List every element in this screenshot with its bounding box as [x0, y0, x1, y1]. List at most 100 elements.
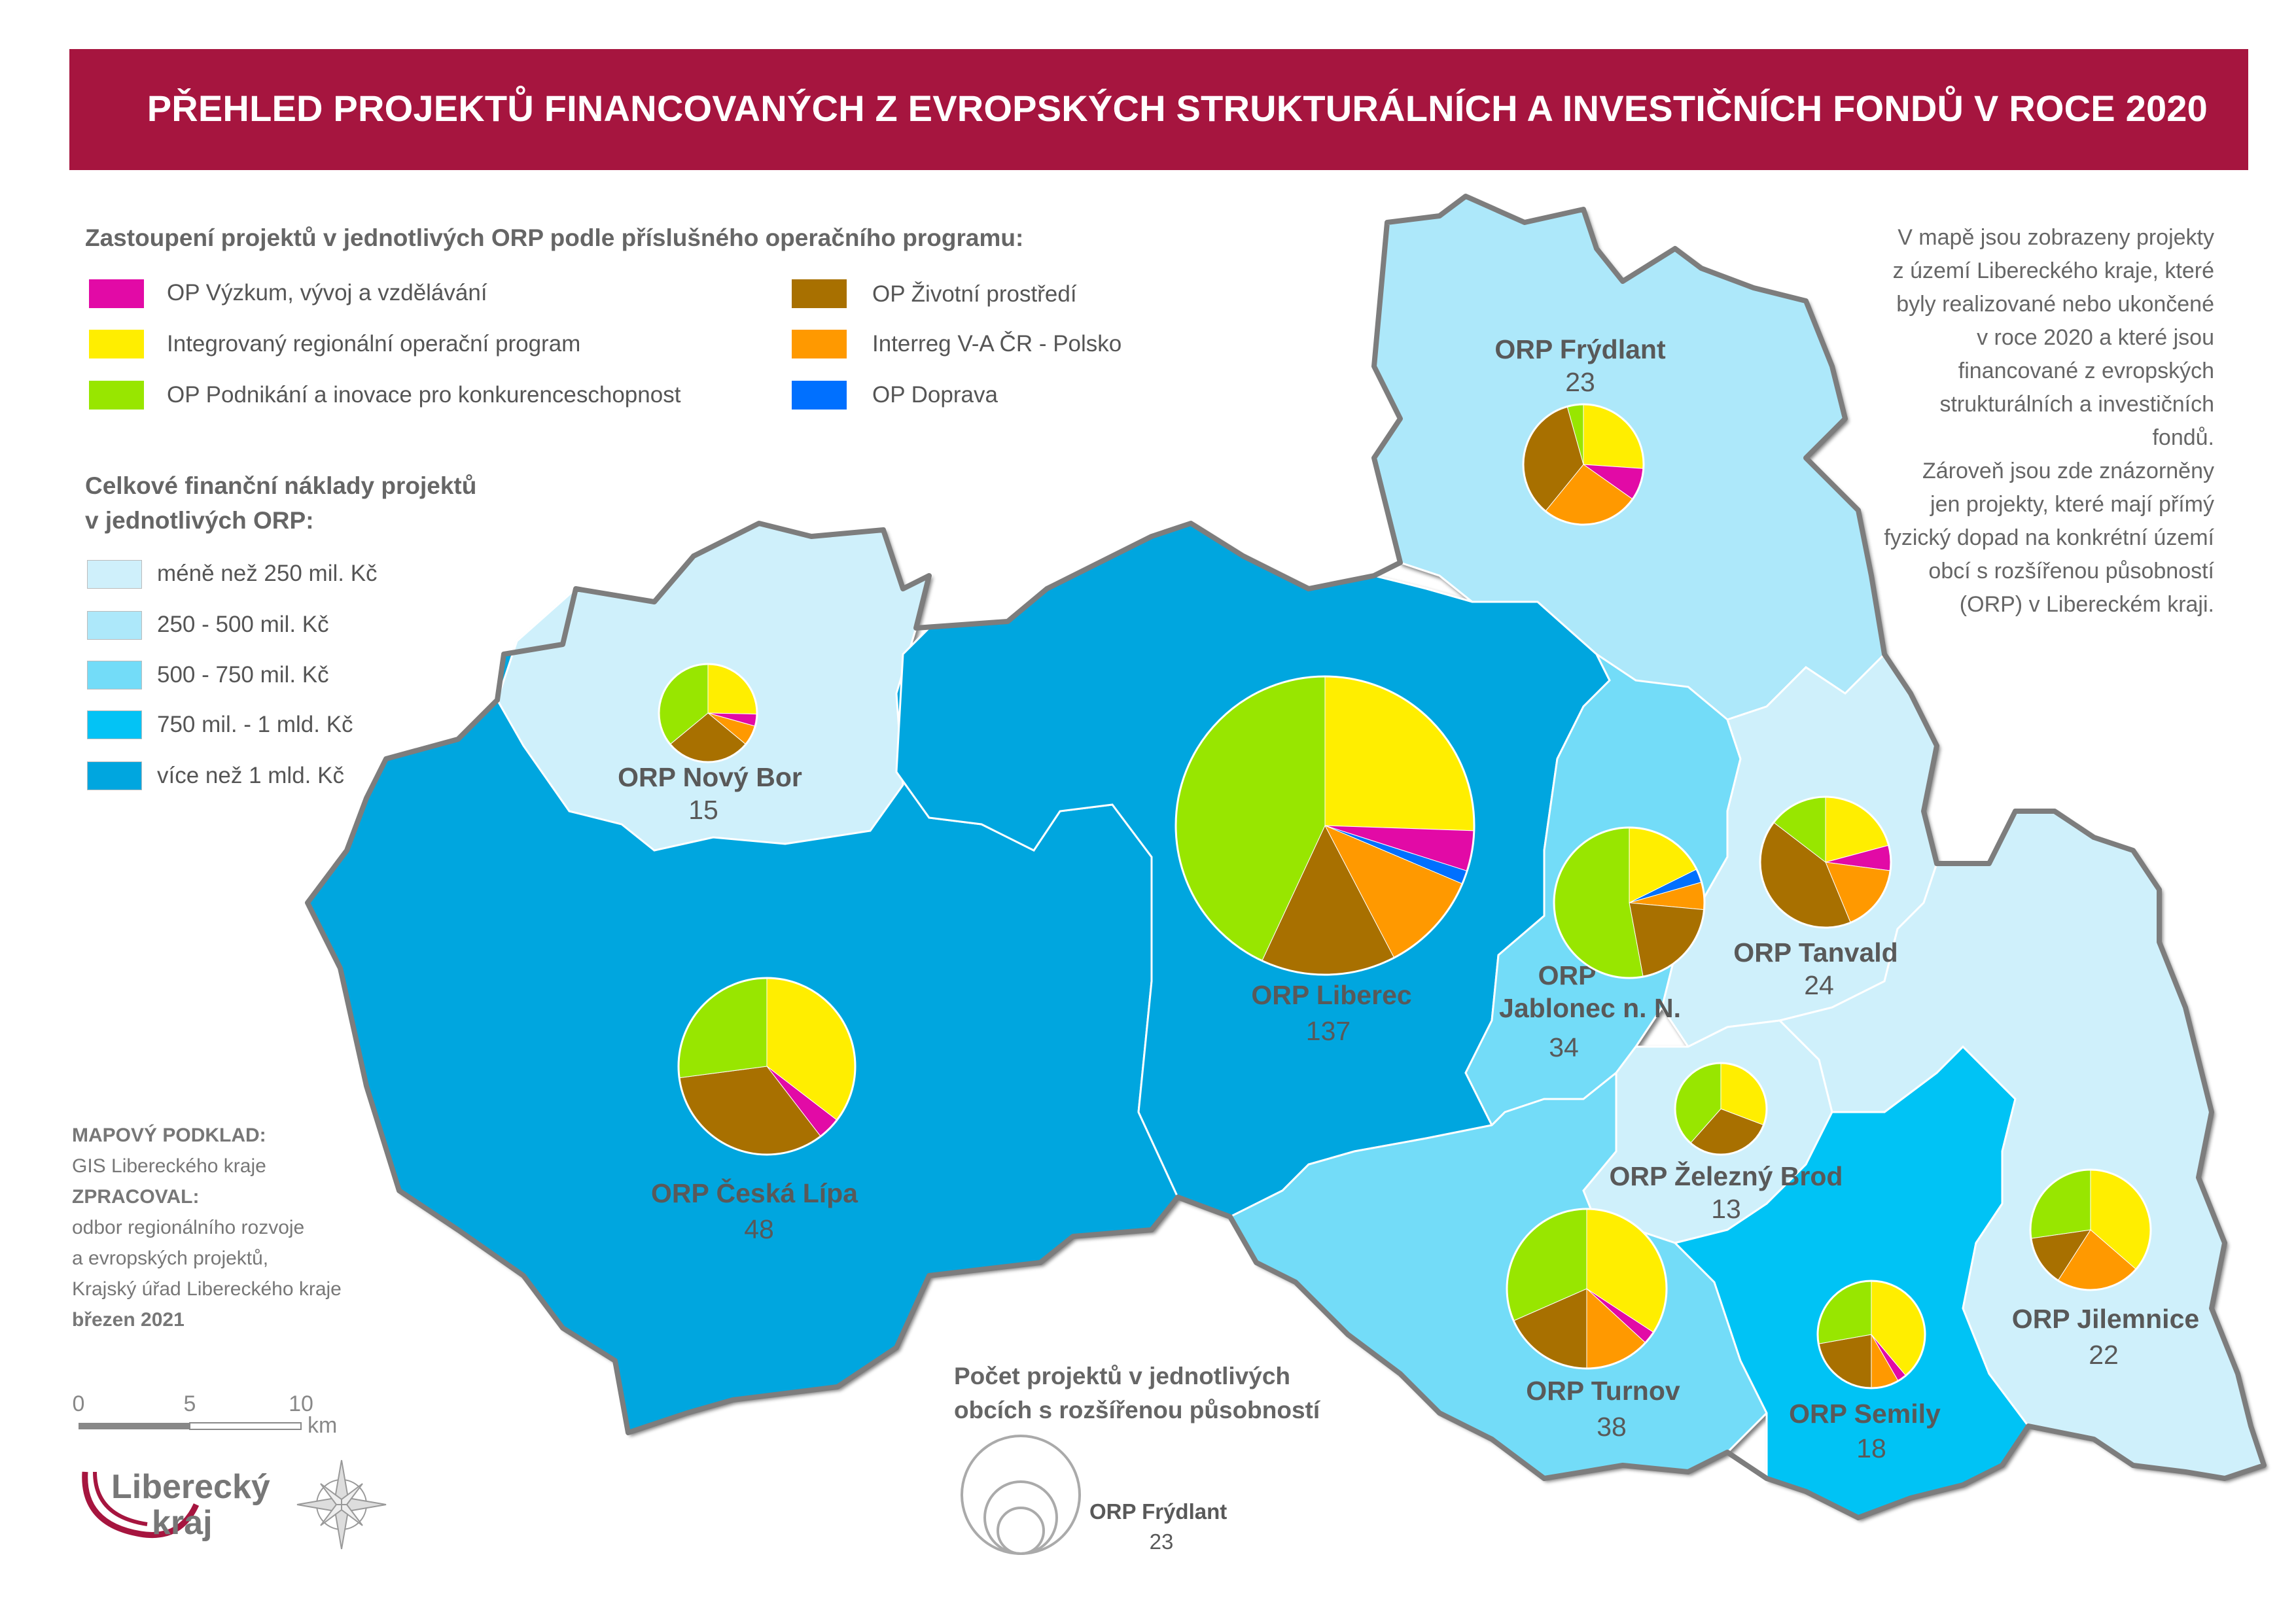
label-jablonec-l2: Jablonec n. N. [1499, 993, 1681, 1023]
count-liberec: 137 [1306, 1016, 1351, 1046]
info-line: z území Libereckého kraje, které [1892, 258, 2214, 283]
legend-op-doprava: OP Doprava [872, 382, 998, 408]
logo-text-line2: kraj [152, 1504, 213, 1542]
count-ceska-lipa: 48 [744, 1214, 774, 1244]
credits-author-line: Krajský úřad Libereckého kraje [72, 1278, 342, 1300]
cost-legend-heading-2: v jednotlivých ORP: [85, 507, 314, 534]
label-liberec: ORP Liberec [1251, 980, 1411, 1010]
legend-op-zp: OP Životní prostředí [872, 281, 1077, 307]
size-circle-large [961, 1435, 1081, 1555]
pie-outline [1522, 403, 1645, 526]
label-zelezny-brod: ORP Železný Brod [1610, 1161, 1843, 1191]
info-line: financované z evropských [1958, 358, 2214, 383]
swatch-irop [89, 330, 144, 358]
compass-rose-icon [296, 1459, 387, 1550]
swatch-op-vyzkum [89, 279, 144, 308]
pie-chart [1506, 1208, 1668, 1370]
info-line: obcí s rozšířenou působností [1928, 559, 2214, 584]
cost-legend-5: více než 1 mld. Kč [157, 763, 344, 788]
credits-author-label: ZPRACOVAL: [72, 1186, 200, 1208]
info-line: byly realizované nebo ukončené [1896, 292, 2214, 317]
region-outline [305, 194, 2267, 1520]
count-frydlant: 23 [1565, 367, 1595, 397]
cost-legend-3: 500 - 750 mil. Kč [157, 662, 329, 688]
cost-legend-4: 750 mil. - 1 mld. Kč [157, 712, 353, 737]
pie-outline [1174, 675, 1475, 976]
label-ceska-lipa: ORP Česká Lípa [651, 1178, 858, 1208]
cost-swatch-2 [87, 611, 142, 640]
cost-swatch-4 [87, 710, 142, 739]
swatch-op-doprava [792, 381, 847, 410]
info-line: Zároveň jsou zde znázorněny [1922, 459, 2214, 483]
info-line: (ORP) v Libereckém kraji. [1959, 592, 2214, 617]
count-novy-bor: 15 [688, 795, 718, 825]
scale-bar: 0 5 10 km [73, 1391, 338, 1438]
pie-outline [677, 977, 857, 1156]
legend-irop: Integrovaný regionální operační program [167, 331, 581, 357]
pie-outline [1759, 795, 1892, 929]
legend-interreg: Interreg V-A ČR - Polsko [872, 331, 1122, 357]
scale-tick-10: 10 [289, 1391, 313, 1416]
info-line: fyzický dopad na konkrétní území [1884, 525, 2214, 550]
count-jilemnice: 22 [2089, 1340, 2119, 1370]
size-circle-small [997, 1507, 1045, 1555]
label-turnov: ORP Turnov [1526, 1376, 1680, 1406]
program-legend-heading: Zastoupení projektů v jednotlivých ORP p… [85, 224, 1024, 251]
swatch-op-zp [792, 279, 847, 308]
pie-outline [1553, 826, 1706, 979]
pie-outline [658, 663, 758, 763]
size-legend-heading-1: Počet projektů v jednotlivých [954, 1363, 1291, 1389]
pie-chart [1174, 675, 1475, 976]
pie-outline [1674, 1062, 1768, 1156]
cost-legend-heading-1: Celkové finanční náklady projektů [85, 472, 477, 499]
credits-basemap-value: GIS Libereckého kraje [72, 1155, 266, 1177]
pie-outline [1506, 1208, 1668, 1370]
title-bar: PŘEHLED PROJEKTŮ FINANCOVANÝCH Z EVROPSK… [69, 49, 2248, 170]
count-zelezny-brod: 13 [1711, 1194, 1741, 1224]
info-line: V mapě jsou zobrazeny projekty [1898, 225, 2214, 250]
label-tanvald: ORP Tanvald [1733, 937, 1898, 968]
scale-unit: km [308, 1413, 337, 1438]
region-labels: ORP Frýdlant 23 ORP Nový Bor 15 ORP Česk… [618, 334, 2199, 1463]
pie-chart [2029, 1168, 2152, 1291]
size-legend-circles [961, 1435, 1081, 1555]
size-legend-heading-2: obcích s rozšířenou působností [954, 1397, 1320, 1423]
swatch-interreg [792, 330, 847, 358]
credits-author-line: odbor regionálního rozvoje [72, 1217, 305, 1238]
pie-outline [2029, 1168, 2152, 1291]
count-jablonec: 34 [1549, 1032, 1579, 1062]
credits-author-line: a evropských projektů, [72, 1248, 269, 1269]
cost-legend-1: méně než 250 mil. Kč [157, 561, 378, 586]
scale-tick-0: 0 [73, 1391, 85, 1416]
scale-tick-5: 5 [184, 1391, 196, 1416]
pie-chart [1522, 403, 1645, 526]
pie-chart [1759, 795, 1892, 929]
label-semily: ORP Semily [1789, 1399, 1941, 1429]
count-tanvald: 24 [1804, 970, 1834, 1000]
pie-chart [658, 663, 758, 763]
logo: Liberecký kraj [82, 1468, 270, 1542]
cost-swatch-3 [87, 661, 142, 689]
info-line: strukturálních a investičních [1939, 392, 2214, 417]
label-jilemnice: ORP Jilemnice [2012, 1304, 2199, 1334]
credits-basemap-label: MAPOVÝ PODKLAD: [72, 1125, 266, 1146]
legend-op-vyzkum: OP Výzkum, vývoj a vzdělávání [167, 280, 487, 305]
pie-outline [1816, 1280, 1926, 1389]
swatch-op-pik [89, 381, 144, 410]
map-title: PŘEHLED PROJEKTŮ FINANCOVANÝCH Z EVROPSK… [147, 88, 2208, 129]
cost-swatch-5 [87, 761, 142, 790]
size-legend-example-count: 23 [1150, 1529, 1174, 1554]
cost-swatch-1 [87, 560, 142, 589]
credits-date: březen 2021 [72, 1309, 185, 1331]
pie-chart [677, 977, 857, 1156]
info-line: v roce 2020 a které jsou [1977, 325, 2214, 350]
pie-chart [1674, 1062, 1768, 1156]
info-text: V mapě jsou zobrazeny projekty z území L… [1848, 221, 2214, 621]
count-semily: 18 [1856, 1433, 1886, 1463]
info-line: fondů. [2152, 425, 2214, 450]
size-legend-example-name: ORP Frýdlant [1089, 1499, 1227, 1524]
logo-text-line1: Liberecký [111, 1468, 270, 1506]
info-line: jen projekty, které mají přímý [1930, 492, 2214, 517]
count-turnov: 38 [1597, 1412, 1627, 1442]
